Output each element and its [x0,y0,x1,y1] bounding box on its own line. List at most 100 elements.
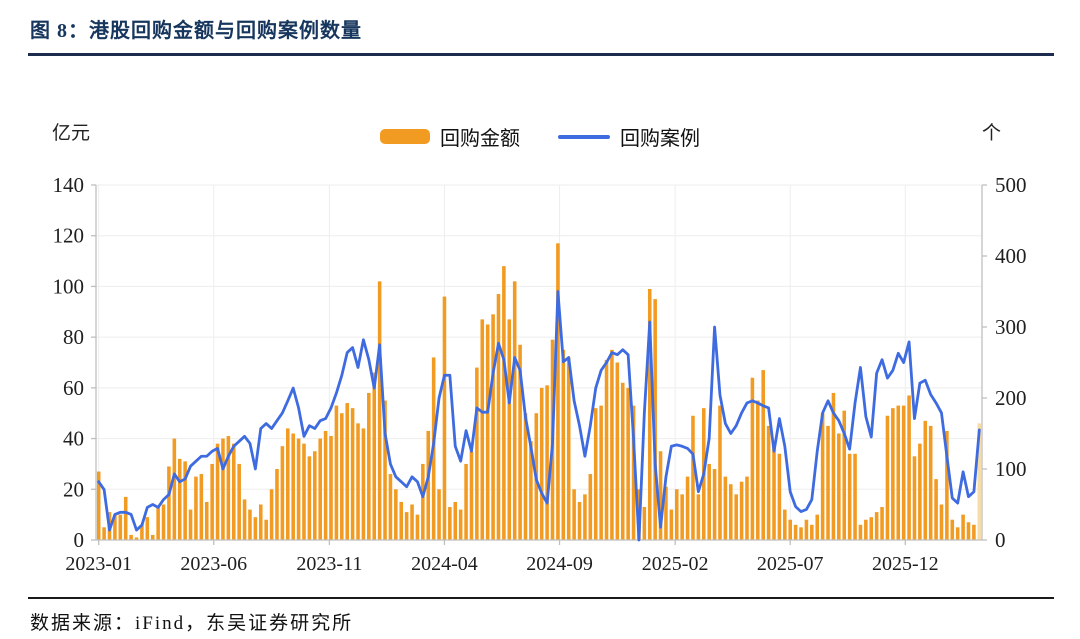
right-tick-label: 100 [995,457,1027,481]
buyback-amount-bar [302,443,306,540]
buyback-amount-bar [167,466,171,540]
buyback-amount-bar [204,501,209,540]
buyback-amount-bar [410,504,414,540]
buyback-amount-bar [896,405,901,540]
buyback-amount-bar [955,527,960,540]
buyback-amount-bar [545,385,549,540]
buyback-amount-bar [377,281,382,540]
buyback-amount-bar [599,405,603,540]
buyback-amount-bar [804,519,809,540]
buyback-amount-bar [188,509,193,540]
buyback-amount-bar [977,423,982,540]
buyback-amount-bar [945,430,949,540]
buyback-amount-bar [258,504,263,540]
buyback-amount-bar [361,428,366,540]
buyback-amount-bar [529,441,533,540]
data-source-note: 数据来源：iFind，东吴证券研究所 [30,613,354,634]
buyback-amount-bar [469,451,474,540]
buyback-amount-bar [221,438,225,540]
x-tick-label: 2023-06 [180,553,247,575]
buyback-amount-bar [383,400,387,540]
buyback-amount-bar [323,430,328,540]
buyback-amount-bar [161,504,166,540]
buyback-amount-bar [847,453,852,540]
buyback-amount-bar [226,436,231,540]
buyback-amount-bar [696,494,701,540]
buyback-amount-bar [286,428,290,540]
buyback-amount-bar [680,494,684,540]
buyback-amount-bar [880,507,884,540]
x-tick-label: 2024-04 [411,553,478,575]
buyback-cases-line [97,290,981,542]
buyback-amount-bar [134,537,139,540]
bar-series-swatch [380,129,430,144]
right-tick-label: 500 [995,173,1027,197]
buyback-amount-bar [442,296,447,540]
buyback-amount-bar [150,534,155,540]
buyback-amount-bar [350,408,355,540]
buyback-amount-bar [631,405,636,540]
x-tick-label: 2025-02 [642,553,709,575]
buyback-amount-bar [766,425,771,540]
left-axis-unit: 亿元 [52,123,91,144]
buyback-amount-bar [810,524,814,540]
buyback-amount-bar [102,527,106,540]
buyback-amount-bar [96,471,101,540]
figure-title: 图 8：港股回购金额与回购案例数量 [30,20,362,42]
buyback-amount-bar [707,463,711,540]
buyback-amount-bar [626,387,630,540]
buyback-amount-bar [480,319,485,540]
buyback-amount-bar [231,443,236,540]
buyback-amount-bar [674,489,679,540]
buyback-amount-bar [734,494,738,540]
buyback-amount-bar [729,484,733,540]
buyback-amount-bar [745,476,749,540]
left-tick-label: 20 [63,477,84,501]
buyback-amount-bar [194,476,198,540]
buyback-amount-bar [756,400,760,540]
buyback-amount-bar [928,425,933,540]
buyback-amount-bar [318,438,322,540]
buyback-amount-bar [491,314,495,540]
buyback-amount-bar [739,481,744,540]
x-tick-label: 2023-11 [296,553,362,575]
buyback-amount-bar [923,420,928,540]
buyback-amount-bar [448,507,452,540]
buyback-amount-bar [464,463,468,540]
buyback-amount-bar [658,451,663,540]
buyback-amount-bar [561,349,566,540]
buyback-amount-bar [307,456,312,540]
right-tick-label: 0 [995,528,1006,552]
right-tick-label: 400 [995,244,1027,268]
buyback-amount-bar [783,509,787,540]
buyback-amount-bar [199,474,204,540]
buyback-amount-bar [426,430,431,540]
buyback-amount-bar [912,456,917,540]
left-tick-label: 80 [63,325,84,349]
buyback-amount-bar [475,367,479,540]
buyback-amount-bar [842,410,847,540]
buyback-amount-bar [291,433,295,540]
buyback-amount-bar [799,527,803,540]
buyback-amount-bar [566,357,571,540]
buyback-amount-bar [118,514,123,540]
buyback-amount-bar [183,461,187,540]
buyback-amount-bar [972,524,976,540]
buyback-amount-bar [966,522,971,540]
buyback-amount-bar [653,299,657,540]
right-axis-unit: 个 [982,123,1002,144]
buyback-amount-bar [367,392,371,540]
buyback-amount-bar [340,413,344,540]
buyback-amount-bar [723,476,728,540]
buyback-amount-bar [421,463,425,540]
buyback-amount-bar [394,489,398,540]
chart-legend: 回购金额 回购案例 [0,122,1080,151]
buyback-amount-bar [485,324,490,540]
buyback-amount-bar [334,405,339,540]
buyback-amount-bar [691,415,695,540]
buyback-amount-bar [556,243,560,541]
buyback-amount-bar [853,453,857,540]
buyback-amount-bar [129,534,133,540]
